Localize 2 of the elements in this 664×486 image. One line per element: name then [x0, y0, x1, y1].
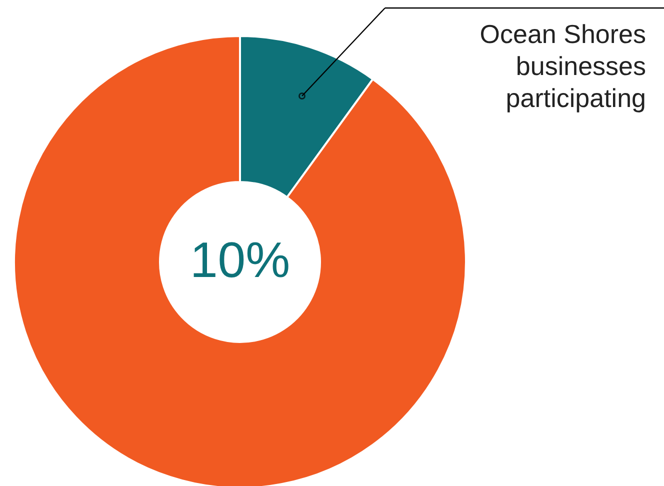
data-label: 10%: [190, 232, 290, 288]
text: Ocean Shores businesses participating: [480, 19, 646, 113]
